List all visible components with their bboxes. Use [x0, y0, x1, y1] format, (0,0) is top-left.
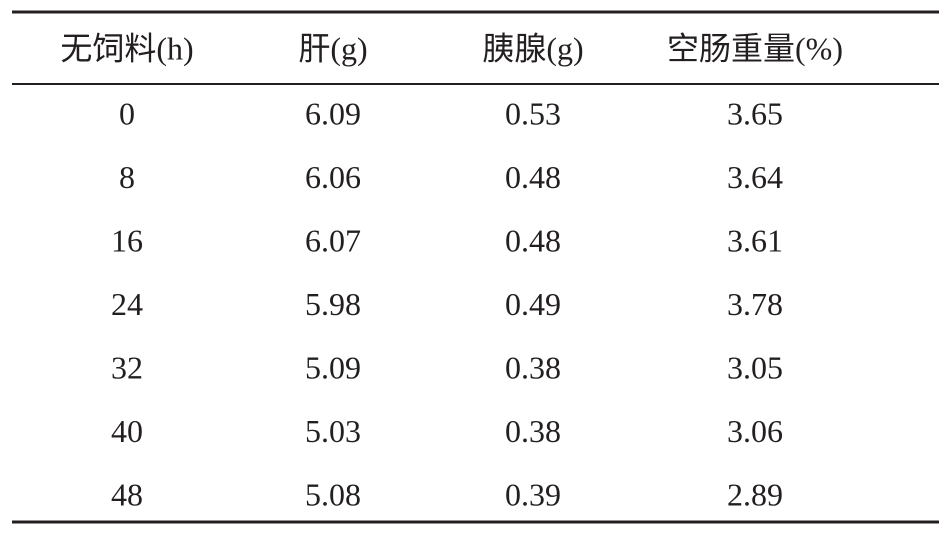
table-cell: 32: [111, 349, 143, 385]
table-cell: 2.89: [727, 476, 783, 512]
table-cell: 3.05: [727, 349, 783, 385]
table-cell: 0.48: [505, 222, 561, 258]
table-cell: 0.48: [505, 159, 561, 195]
table-cell: 0.38: [505, 413, 561, 449]
table-cell: 5.03: [305, 413, 361, 449]
header-cell: 无饲料(h): [60, 30, 193, 66]
header-cell: 肝(g): [298, 30, 367, 66]
table-cell: 24: [111, 286, 143, 322]
table-cell: 3.64: [727, 159, 783, 195]
table-cell: 5.08: [305, 476, 361, 512]
table-cell: 6.07: [305, 222, 361, 258]
table-cell: 0.49: [505, 286, 561, 322]
table-cell: 8: [119, 159, 135, 195]
table-cell: 0: [119, 95, 135, 131]
table-cell: 3.06: [727, 413, 783, 449]
table-cell: 5.98: [305, 286, 361, 322]
table-cell: 0.39: [505, 476, 561, 512]
table-cell: 16: [111, 222, 143, 258]
table-cell: 0.38: [505, 349, 561, 385]
table-cell: 0.53: [505, 95, 561, 131]
table-cell: 40: [111, 413, 143, 449]
header-cell: 空肠重量(%): [667, 30, 843, 66]
table-cell: 3.61: [727, 222, 783, 258]
table-cell: 3.65: [727, 95, 783, 131]
table-cell: 48: [111, 476, 143, 512]
table-cell: 6.09: [305, 95, 361, 131]
table-cell: 5.09: [305, 349, 361, 385]
header-cell: 胰腺(g): [482, 30, 583, 66]
table-cell: 3.78: [727, 286, 783, 322]
table-cell: 6.06: [305, 159, 361, 195]
